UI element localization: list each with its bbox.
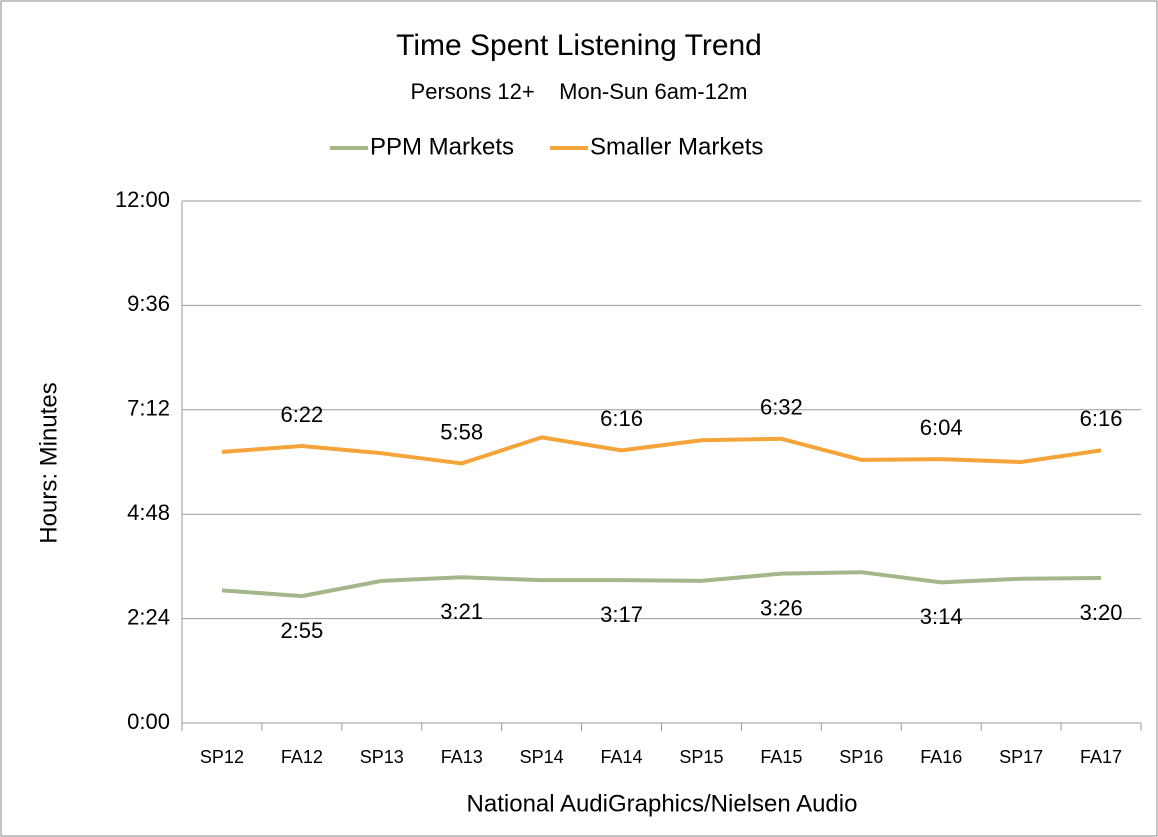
x-tick-label: FA12 (281, 747, 323, 767)
data-label: 5:58 (440, 419, 483, 444)
x-tick-label: SP16 (839, 747, 883, 767)
y-tick-label: 12:00 (115, 187, 170, 212)
chart-subtitle: Persons 12+ Mon-Sun 6am-12m (411, 79, 748, 104)
data-label: 6:16 (1080, 406, 1123, 431)
x-axis-title: National AudiGraphics/Nielsen Audio (467, 790, 858, 817)
data-label: 6:16 (600, 406, 643, 431)
legend-label: PPM Markets (370, 133, 514, 160)
data-label: 2:55 (280, 618, 323, 643)
data-label: 3:20 (1080, 600, 1123, 625)
y-tick-label: 7:12 (127, 396, 170, 421)
chart-title: Time Spent Listening Trend (396, 29, 762, 62)
y-tick-label: 9:36 (127, 291, 170, 316)
data-label: 3:17 (600, 602, 643, 627)
x-tick-label: SP17 (999, 747, 1043, 767)
x-tick-label: SP15 (679, 747, 723, 767)
legend-label: Smaller Markets (590, 133, 763, 160)
series-line (221, 570, 1102, 599)
x-tick-label: FA13 (441, 747, 483, 767)
data-label: 6:04 (920, 415, 963, 440)
x-tick-label: FA15 (760, 747, 802, 767)
y-axis-title: Hours: Minutes (35, 382, 62, 543)
x-tick-label: SP13 (360, 747, 404, 767)
x-tick-label: FA17 (1080, 747, 1122, 767)
data-label: 6:32 (760, 395, 803, 420)
x-tick-label: FA16 (920, 747, 962, 767)
x-tick-label: SP14 (520, 747, 564, 767)
y-tick-label: 2:24 (127, 604, 170, 629)
y-tick-label: 4:48 (127, 500, 170, 525)
y-tick-label: 0:00 (127, 709, 170, 734)
data-label: 6:22 (280, 402, 323, 427)
data-label: 3:21 (440, 599, 483, 624)
x-tick-label: SP12 (200, 747, 244, 767)
series-line (221, 435, 1102, 466)
data-label: 3:26 (760, 595, 803, 620)
data-label: 3:14 (920, 604, 963, 629)
x-tick-label: FA14 (601, 747, 643, 767)
